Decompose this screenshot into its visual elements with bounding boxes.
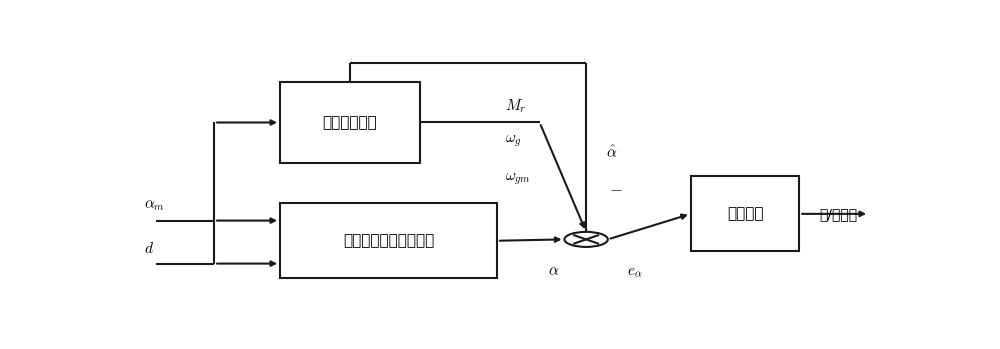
Text: 卷积神经网络: 卷积神经网络 — [322, 115, 377, 130]
Text: 决策逻辑: 决策逻辑 — [727, 206, 763, 221]
Text: $\omega_g$: $\omega_g$ — [505, 134, 521, 149]
FancyBboxPatch shape — [691, 176, 799, 252]
FancyBboxPatch shape — [280, 82, 420, 163]
Text: $\hat{\alpha}$: $\hat{\alpha}$ — [606, 144, 617, 160]
Text: $\alpha_m$: $\alpha_m$ — [144, 198, 165, 213]
Text: $d$: $d$ — [144, 240, 154, 255]
Text: $-$: $-$ — [609, 179, 622, 197]
Text: $e_{\alpha}$: $e_{\alpha}$ — [627, 263, 643, 279]
Text: $M_r$: $M_r$ — [505, 98, 526, 115]
Text: $\alpha$: $\alpha$ — [548, 263, 559, 279]
Text: 风电机组液压变桨系统: 风电机组液压变桨系统 — [343, 233, 434, 248]
Text: 是/否故障: 是/否故障 — [819, 207, 857, 221]
Text: $\omega_{gm}$: $\omega_{gm}$ — [505, 171, 530, 187]
FancyBboxPatch shape — [280, 203, 497, 279]
